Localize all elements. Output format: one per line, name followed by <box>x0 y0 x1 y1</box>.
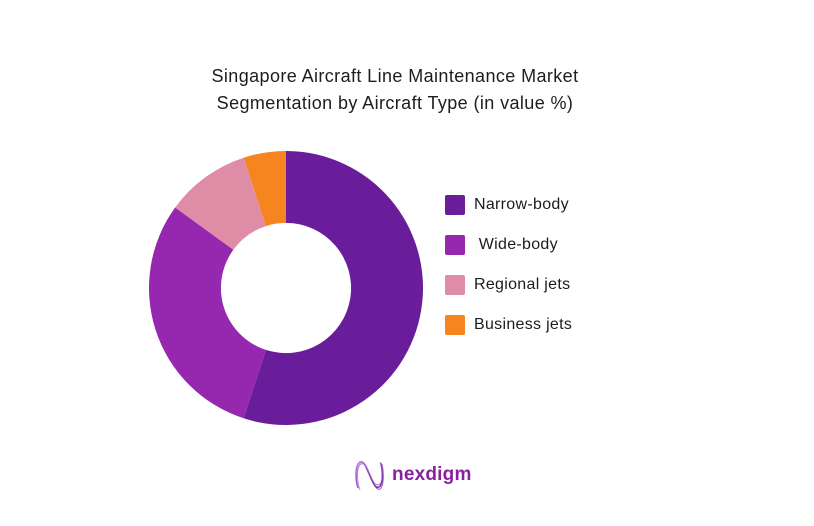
donut-chart <box>149 151 424 425</box>
chart-title-line-2: Segmentation by Aircraft Type (in value … <box>216 93 574 113</box>
legend-swatch <box>445 195 465 215</box>
legend-item-regional-jets: Regional jets <box>445 275 572 295</box>
legend-label: Business jets <box>474 316 573 333</box>
chart-title-line-1: Singapore Aircraft Line Maintenance Mark… <box>211 66 579 86</box>
donut-slice-narrow-body <box>243 151 424 425</box>
legend-item-wide-body: Wide-body <box>445 235 572 255</box>
nexdigm-logo: nexdigm <box>352 455 472 495</box>
chart-legend: Narrow-body Wide-body Regional jets Busine… <box>445 195 572 335</box>
legend-swatch <box>445 315 465 335</box>
legend-label: Regional jets <box>474 276 571 293</box>
legend-label: Wide-body <box>474 236 558 253</box>
legend-item-business-jets: Business jets <box>445 315 572 335</box>
donut-slice-business-jets <box>243 151 286 227</box>
legend-label: Narrow-body <box>474 196 569 213</box>
nexdigm-wave-n-icon <box>355 461 384 491</box>
legend-item-narrow-body: Narrow-body <box>445 195 572 215</box>
chart-title: Singapore Aircraft Line Maintenance Mark… <box>0 63 790 117</box>
nexdigm-wordmark: nexdigm <box>392 464 472 485</box>
donut-slice-wide-body <box>149 207 266 419</box>
legend-swatch <box>445 275 465 295</box>
legend-swatch <box>445 235 465 255</box>
donut-slice-regional-jets <box>175 157 266 250</box>
